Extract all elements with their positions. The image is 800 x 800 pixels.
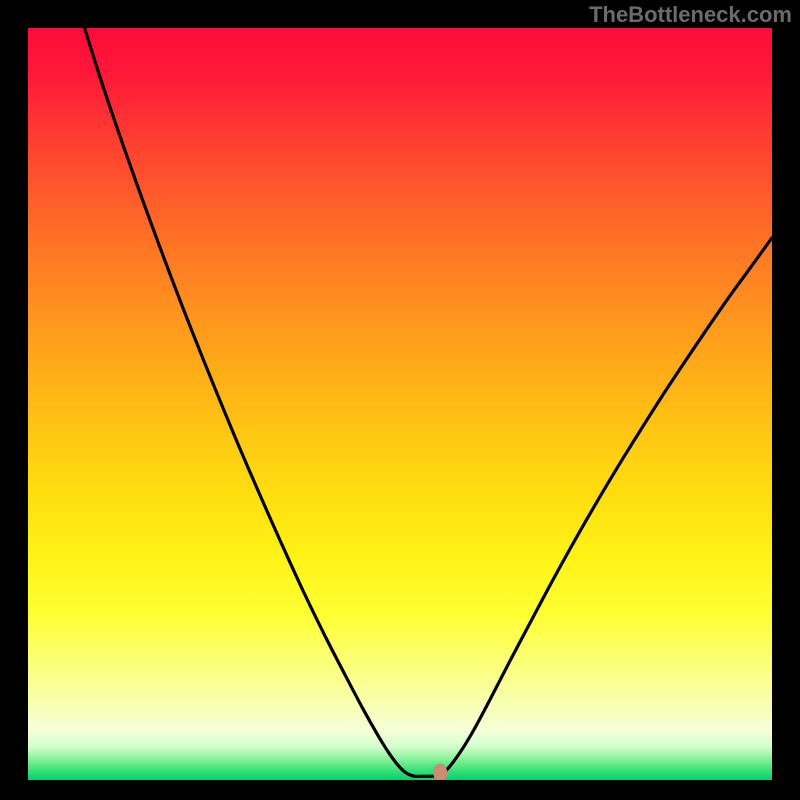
plot-area: [28, 28, 772, 780]
plot-svg: [28, 28, 772, 780]
gradient-background: [28, 28, 772, 780]
watermark-text: TheBottleneck.com: [589, 2, 792, 28]
chart-container: TheBottleneck.com: [0, 0, 800, 800]
